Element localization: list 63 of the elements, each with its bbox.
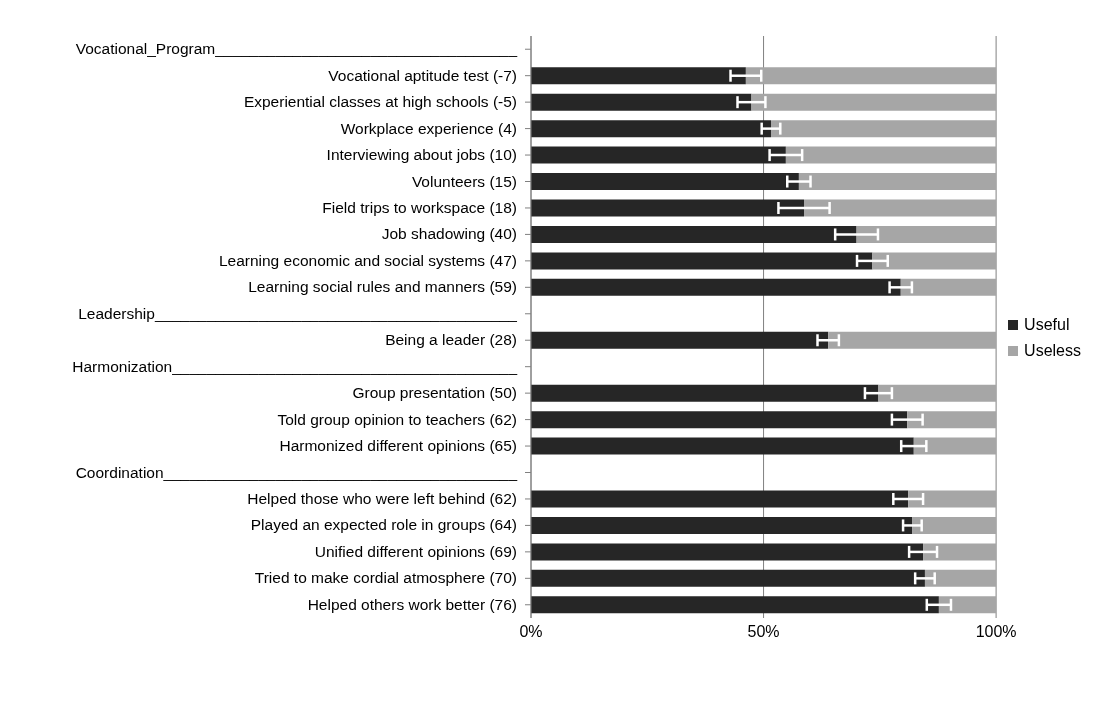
bar <box>531 225 857 243</box>
bar <box>828 331 997 349</box>
bar <box>531 384 879 402</box>
y-tick-label: Vocational aptitude test (-7) <box>328 66 517 84</box>
y-tick-label: Unified different opinions (69) <box>314 542 517 560</box>
bar <box>531 516 913 534</box>
y-tick-label: Interviewing about jobs (10) <box>326 146 517 164</box>
y-tick-label: Tried to make cordial atmosphere (70) <box>254 569 517 587</box>
bar <box>745 67 997 85</box>
bar <box>531 93 752 111</box>
y-tick-label: Played an expected role in groups (64) <box>250 516 517 534</box>
bar <box>531 252 873 270</box>
y-tick-label: Helped others work better (76) <box>307 595 517 613</box>
y-tick-label: Volunteers (15) <box>411 172 517 190</box>
legend-label: Useful <box>1024 316 1070 334</box>
bar <box>531 437 914 455</box>
y-tick-label: Harmonized different opinions (65) <box>279 437 517 455</box>
y-tick-label: Group presentation (50) <box>352 384 517 402</box>
bar <box>938 596 997 614</box>
bar <box>751 93 997 111</box>
bar <box>856 225 997 243</box>
y-tick-label: Harmonization________________________________________ <box>72 357 518 375</box>
y-tick-label: Vocational_Program___________________________________ <box>75 40 518 58</box>
x-tick-label: 50% <box>747 623 780 641</box>
bar <box>531 569 925 587</box>
bar <box>531 596 939 614</box>
bar <box>798 173 997 191</box>
y-tick-label: Being a leader (28) <box>385 331 517 349</box>
y-tick-label: Field trips to workspace (18) <box>322 198 517 216</box>
y-tick-label: Helped those who were left behind (62) <box>247 489 517 507</box>
y-tick-label: Leadership__________________________________________ <box>78 304 518 322</box>
bar <box>531 67 746 85</box>
bar <box>785 146 997 164</box>
bar <box>907 411 997 429</box>
bar <box>872 252 997 270</box>
bar <box>908 490 997 508</box>
y-tick-label: Experiential classes at high schools (-5) <box>243 93 517 111</box>
bar <box>531 490 909 508</box>
y-tick-label: Coordination_________________________________________ <box>75 463 518 481</box>
bar <box>531 278 901 296</box>
y-tick-label: Told group opinion to teachers (62) <box>277 410 517 428</box>
bar <box>531 120 771 138</box>
bar <box>531 199 805 217</box>
legend-label: Useless <box>1024 342 1081 360</box>
bar <box>531 331 829 349</box>
bar <box>923 543 997 561</box>
bar <box>531 173 799 191</box>
bar <box>804 199 997 217</box>
bar <box>900 278 997 296</box>
y-tick-label: Job shadowing (40) <box>381 225 517 243</box>
bar <box>912 516 997 534</box>
bar <box>924 569 997 587</box>
x-tick-label: 100% <box>975 623 1017 641</box>
bar <box>531 543 924 561</box>
bar <box>770 120 997 138</box>
y-tick-label: Learning economic and social systems (47) <box>218 251 517 269</box>
bar <box>913 437 997 455</box>
x-tick-label: 0% <box>519 623 543 641</box>
y-tick-label: Workplace experience (4) <box>340 119 517 137</box>
bar <box>531 411 908 429</box>
bar <box>531 146 786 164</box>
y-tick-label: Learning social rules and manners (59) <box>248 278 517 296</box>
bar <box>878 384 997 402</box>
